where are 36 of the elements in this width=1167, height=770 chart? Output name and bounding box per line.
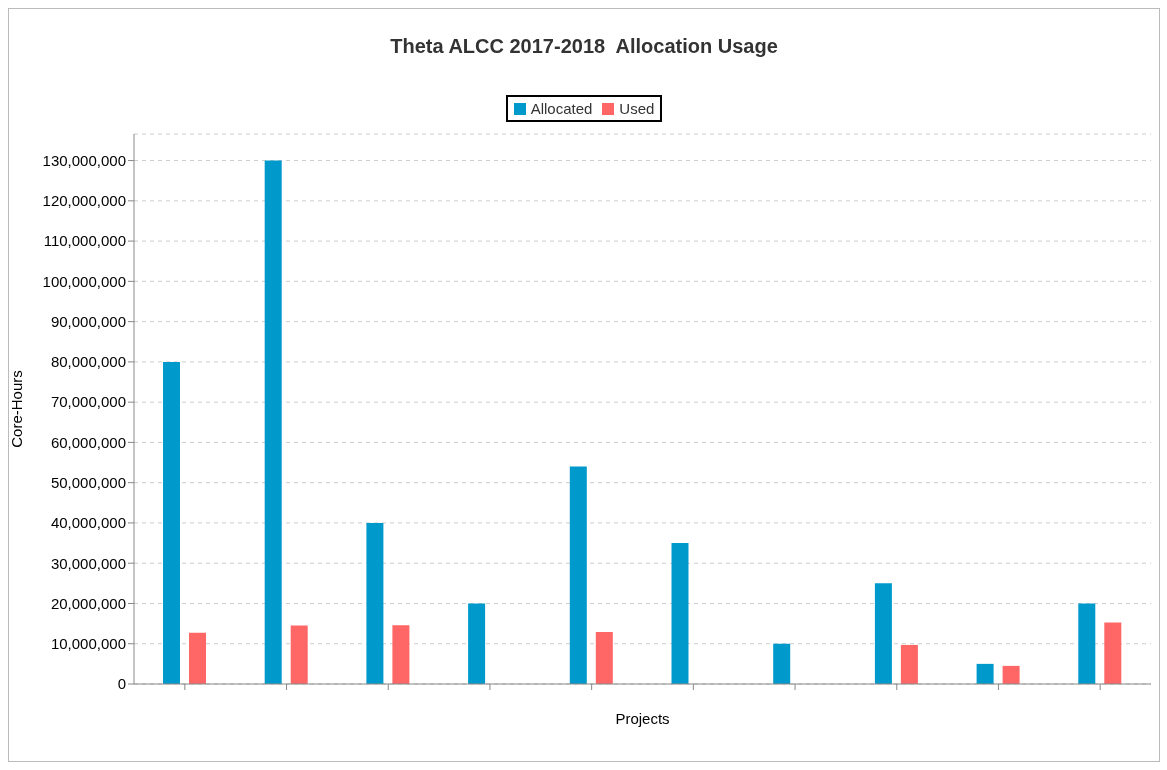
chart-title: Theta ALCC 2017-2018 Allocation Usage	[389, 35, 779, 59]
bar	[290, 625, 308, 684]
bar	[1002, 665, 1020, 684]
x-axis-title: Projects	[615, 710, 670, 727]
y-axis-title: Core-Hours	[8, 370, 26, 448]
y-tick-label: 50,000,000	[50, 474, 126, 492]
bar	[569, 466, 587, 684]
bar	[468, 603, 486, 684]
bar	[874, 583, 892, 684]
bar	[900, 644, 918, 684]
bar	[671, 543, 689, 684]
bar	[1078, 603, 1096, 684]
y-tick-label: 10,000,000	[50, 635, 126, 653]
y-tick-label: 20,000,000	[50, 594, 126, 612]
bar	[976, 663, 994, 684]
bar	[1104, 622, 1122, 684]
legend-label: Used	[618, 100, 655, 117]
y-tick-label: 40,000,000	[50, 514, 126, 532]
bar	[163, 361, 180, 684]
y-tick-label: 60,000,000	[50, 433, 126, 451]
y-tick-label: 130,000,000	[42, 151, 126, 169]
bar	[366, 522, 384, 684]
y-tick-label: 120,000,000	[42, 192, 126, 210]
y-tick-label: 100,000,000	[42, 272, 126, 290]
bar	[189, 632, 206, 684]
y-tick-label: 90,000,000	[50, 312, 126, 330]
y-tick-label: 30,000,000	[50, 554, 126, 572]
y-tick-label: 70,000,000	[50, 393, 126, 411]
bar	[595, 632, 613, 684]
y-tick-label: 110,000,000	[43, 232, 126, 250]
bar	[264, 160, 282, 684]
legend-label: Allocated	[529, 100, 593, 117]
bar	[392, 625, 410, 684]
y-tick-label: 0	[117, 675, 126, 693]
y-tick-label: 80,000,000	[50, 353, 126, 371]
bar	[773, 643, 791, 684]
